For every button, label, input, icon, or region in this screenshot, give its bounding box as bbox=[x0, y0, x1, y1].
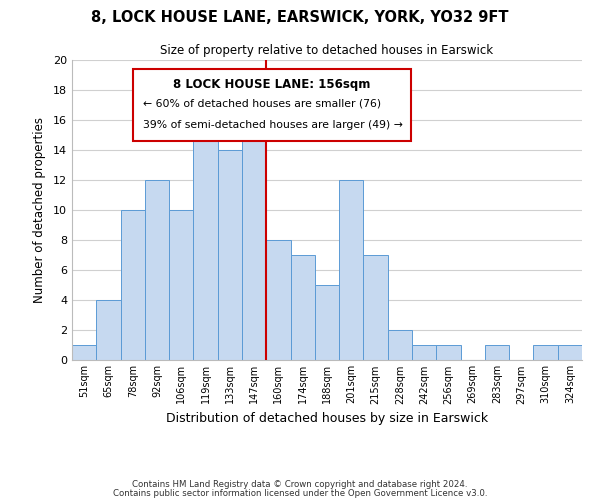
Bar bbox=[193, 120, 218, 360]
Bar bbox=[412, 345, 436, 360]
Text: Contains public sector information licensed under the Open Government Licence v3: Contains public sector information licen… bbox=[113, 488, 487, 498]
Title: Size of property relative to detached houses in Earswick: Size of property relative to detached ho… bbox=[160, 44, 494, 58]
Bar bbox=[388, 330, 412, 360]
Bar bbox=[558, 345, 582, 360]
Bar bbox=[315, 285, 339, 360]
Bar bbox=[533, 345, 558, 360]
Text: 8, LOCK HOUSE LANE, EARSWICK, YORK, YO32 9FT: 8, LOCK HOUSE LANE, EARSWICK, YORK, YO32… bbox=[91, 10, 509, 25]
Bar bbox=[218, 150, 242, 360]
FancyBboxPatch shape bbox=[133, 69, 411, 141]
Text: ← 60% of detached houses are smaller (76): ← 60% of detached houses are smaller (76… bbox=[143, 99, 382, 109]
Bar bbox=[242, 135, 266, 360]
X-axis label: Distribution of detached houses by size in Earswick: Distribution of detached houses by size … bbox=[166, 412, 488, 425]
Bar bbox=[96, 300, 121, 360]
Bar bbox=[364, 255, 388, 360]
Bar bbox=[72, 345, 96, 360]
Text: 39% of semi-detached houses are larger (49) →: 39% of semi-detached houses are larger (… bbox=[143, 120, 403, 130]
Bar bbox=[266, 240, 290, 360]
Text: 8 LOCK HOUSE LANE: 156sqm: 8 LOCK HOUSE LANE: 156sqm bbox=[173, 78, 371, 91]
Y-axis label: Number of detached properties: Number of detached properties bbox=[33, 117, 46, 303]
Bar bbox=[485, 345, 509, 360]
Bar bbox=[121, 210, 145, 360]
Bar bbox=[290, 255, 315, 360]
Text: Contains HM Land Registry data © Crown copyright and database right 2024.: Contains HM Land Registry data © Crown c… bbox=[132, 480, 468, 489]
Bar bbox=[145, 180, 169, 360]
Bar bbox=[339, 180, 364, 360]
Bar bbox=[436, 345, 461, 360]
Bar bbox=[169, 210, 193, 360]
